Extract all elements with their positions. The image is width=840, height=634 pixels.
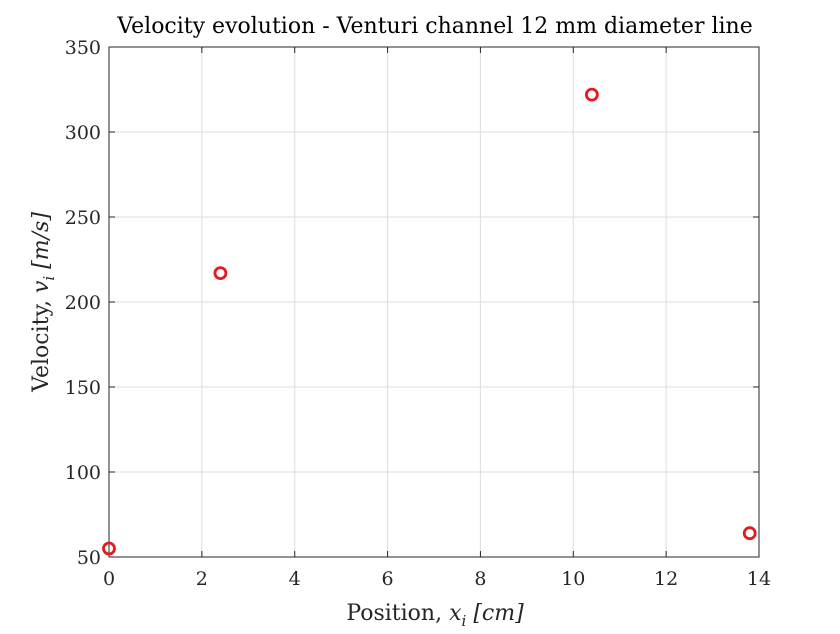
data-point (584, 87, 599, 102)
data-point (102, 541, 116, 556)
y-tick-label: 350 (65, 37, 101, 59)
x-axis-label-prefix: Position, (346, 601, 449, 626)
y-axis-label: Velocity, vi [m/s] (29, 212, 58, 393)
x-tick-label: 6 (382, 568, 394, 590)
y-tick-label: 300 (65, 122, 101, 144)
y-axis-label-unit: [m/s] (29, 212, 54, 269)
y-axis-label-prefix: Velocity, (29, 293, 54, 393)
y-tick-label: 150 (65, 377, 101, 399)
x-tick-label: 12 (654, 568, 678, 590)
x-axis-label-subscript: i (462, 612, 467, 630)
x-tick-label: 8 (474, 568, 486, 590)
x-tick-label: 0 (103, 568, 115, 590)
x-tick-label: 14 (747, 568, 771, 590)
x-axis-label: Position, xi [cm] (346, 601, 524, 630)
data-point (742, 526, 757, 541)
y-axis-label-variable: v (29, 280, 54, 293)
x-axis-label-spacer (466, 601, 473, 626)
y-tick-label: 200 (65, 292, 101, 314)
y-axis-label-spacer (29, 269, 54, 276)
y-tick-label: 50 (77, 547, 101, 569)
x-tick-label: 2 (196, 568, 208, 590)
x-tick-label: 10 (561, 568, 585, 590)
x-tick-label: 4 (289, 568, 301, 590)
ticks: 0 2 4 6 8 10 12 14 50 100 150 200 250 300 350 (65, 37, 771, 590)
y-axis-label-subscript: i (40, 276, 58, 281)
x-axis-label-unit: [cm] (473, 601, 524, 626)
data-points (102, 87, 757, 556)
y-tick-label: 250 (65, 207, 101, 229)
x-axis-label-variable: x (449, 601, 462, 626)
grid (109, 47, 759, 557)
chart-title: Velocity evolution - Venturi channel 12 … (116, 14, 752, 39)
y-tick-label: 100 (65, 462, 101, 484)
data-point (213, 266, 228, 281)
